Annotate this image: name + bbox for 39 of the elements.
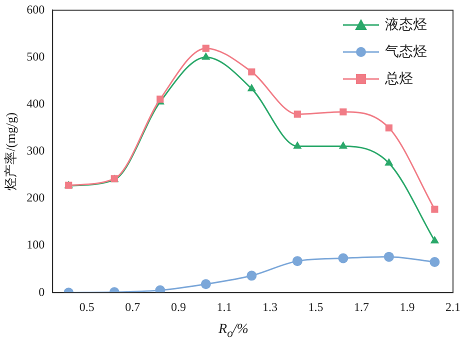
legend-label: 气态烃: [385, 43, 427, 61]
x-tick-label: 2.1: [446, 300, 460, 314]
y-tick-label: 200: [26, 190, 45, 205]
point: [294, 110, 301, 118]
y-tick-label: 400: [26, 96, 45, 110]
point: [202, 52, 210, 60]
y-tick-label: 100: [26, 238, 45, 252]
point: [430, 236, 440, 244]
x-tick-label: 0.5: [79, 300, 94, 314]
y-axis-title: 烃产率/(mg/g): [3, 112, 18, 190]
x-tick-label: 0.9: [170, 300, 186, 314]
legend-label: 总烃: [385, 70, 413, 88]
x-tick-label: 1.5: [308, 300, 324, 314]
x-tick-label: 1.3: [262, 300, 278, 314]
x-tick-label: 1.9: [400, 300, 415, 314]
point: [431, 206, 438, 213]
point: [384, 252, 394, 262]
y-tick-label: 600: [26, 2, 45, 16]
point: [385, 124, 392, 132]
point: [384, 158, 394, 166]
point: [338, 141, 348, 149]
point: [430, 257, 440, 268]
point: [202, 44, 210, 52]
x-tick-label: 1.7: [354, 300, 369, 314]
x-axis-title: R$_{o}$/%: [218, 322, 250, 340]
point: [247, 84, 256, 92]
point: [340, 108, 347, 116]
point: [338, 253, 348, 264]
legend-label: 液态烃: [385, 16, 427, 34]
point: [292, 256, 302, 266]
x-tick-label: 0.7: [125, 300, 140, 314]
point: [200, 279, 211, 290]
point: [293, 141, 302, 149]
y-tick-label: 500: [26, 49, 45, 64]
point: [248, 68, 256, 76]
y-tick-label: 300: [26, 144, 45, 158]
x-tick-label: 1.1: [216, 300, 232, 314]
point: [246, 270, 257, 281]
y-tick-label: 0: [38, 284, 45, 299]
